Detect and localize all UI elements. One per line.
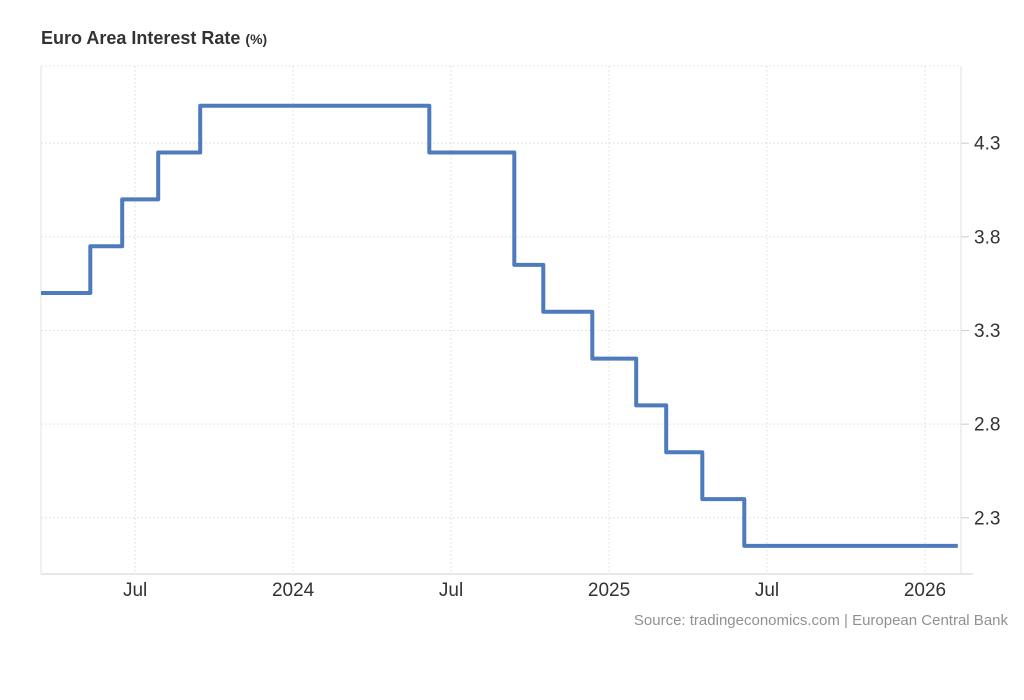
source-attribution: Source: tradingeconomics.com | European …: [633, 612, 1008, 629]
y-axis-label: 3.3: [974, 321, 1000, 342]
x-axis-label: 2025: [588, 580, 630, 601]
interest-rate-series-line: [41, 103, 958, 548]
x-axis-label: Jul: [123, 580, 147, 601]
chart-title: Euro Area Interest Rate (%): [41, 27, 267, 50]
x-axis-label: Jul: [439, 580, 463, 601]
x-axis-label: 2024: [272, 580, 315, 601]
chart-title-unit: (%): [245, 31, 268, 47]
y-axis-label: 2.8: [974, 415, 1000, 436]
y-axis-label: 4.3: [974, 134, 1000, 155]
y-axis-label: 2.3: [974, 508, 1000, 529]
x-axis-label: 2026: [904, 580, 946, 601]
chart-title-text: Euro Area Interest Rate: [41, 28, 241, 48]
x-axis-label: Jul: [755, 580, 779, 601]
y-axis-label: 3.8: [974, 227, 1000, 248]
